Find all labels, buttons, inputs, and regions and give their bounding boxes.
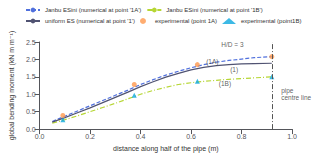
svg-text:2.5: 2.5	[26, 39, 36, 46]
svg-text:(1): (1)	[230, 66, 238, 74]
svg-text:(1B): (1B)	[219, 80, 231, 88]
svg-text:0.4: 0.4	[136, 133, 146, 140]
svg-text:uniform ES (numerical at point: uniform ES (numerical at point '1')	[45, 18, 135, 24]
svg-text:2.0: 2.0	[26, 56, 36, 63]
svg-text:0.6: 0.6	[186, 133, 196, 140]
svg-text:0.8: 0.8	[237, 133, 247, 140]
svg-text:0.0: 0.0	[35, 133, 45, 140]
svg-text:1.5: 1.5	[26, 73, 36, 80]
svg-text:experimental (point1B): experimental (point1B)	[241, 18, 301, 24]
svg-text:global bending moment (kN m m⁻: global bending moment (kN m m⁻¹)	[8, 31, 16, 141]
svg-text:distance along half of the pip: distance along half of the pipe (m)	[113, 145, 218, 153]
svg-text:H/D = 3: H/D = 3	[221, 41, 244, 48]
svg-text:centre line: centre line	[281, 94, 311, 101]
svg-text:0.5: 0.5	[26, 108, 36, 115]
svg-text:Janbu ESini (numerical at poin: Janbu ESini (numerical at point '1B')	[166, 7, 262, 13]
svg-text:0.0: 0.0	[26, 126, 36, 133]
svg-text:1.0: 1.0	[26, 91, 36, 98]
svg-text:pipe: pipe	[281, 87, 294, 95]
svg-text:Janbu ESini (numerical at poin: Janbu ESini (numerical at point '1A')	[45, 7, 141, 13]
svg-text:0.2: 0.2	[85, 133, 95, 140]
svg-text:1.0: 1.0	[287, 133, 297, 140]
svg-text:experimental (point 1A): experimental (point 1A)	[155, 18, 217, 24]
svg-text:(1A): (1A)	[206, 58, 218, 66]
